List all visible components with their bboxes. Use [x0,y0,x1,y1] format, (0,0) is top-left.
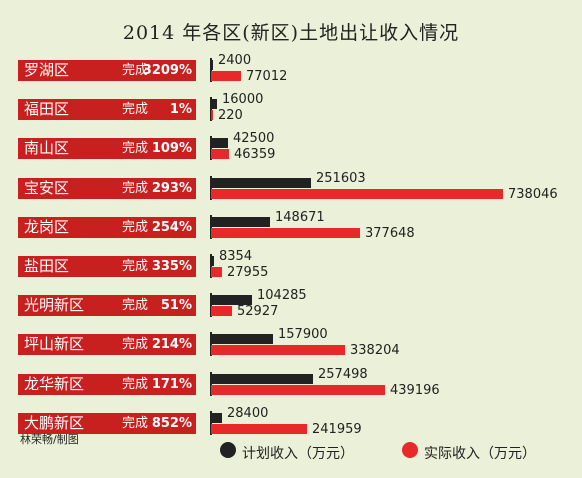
plan-bar [211,256,214,266]
category-label-bar: 宝安区 完成 293% [18,178,196,199]
axis-line [210,215,212,239]
actual-value-label: 338204 [350,343,400,358]
axis-line [210,293,212,317]
completion-percent: 293% [151,181,192,196]
region-name: 南山区 [24,139,70,157]
actual-value-label: 377648 [365,226,415,241]
plan-bar [211,217,270,227]
category-label-bar: 龙岗区 完成 254% [18,217,196,238]
completion-label: 完成 [122,298,149,313]
axis-line [210,332,212,356]
completion-percent: 254% [151,220,192,235]
completion-percent: 1% [169,102,192,117]
plan-value-label: 251603 [316,171,366,186]
actual-bar [211,385,385,395]
completion-label: 完成 [122,102,149,117]
completion-label: 完成 [122,337,149,352]
completion-label: 完成 [122,259,149,274]
region-name: 龙华新区 [24,375,85,393]
actual-bar [211,110,213,120]
completion-percent: 51% [160,298,192,313]
actual-value-label: 52927 [237,304,279,319]
category-label-bar: 光明新区 完成 51% [18,295,196,316]
completion-percent: 171% [151,377,192,392]
actual-bar [211,228,360,238]
plan-bar [211,374,313,384]
axis-line [210,411,212,435]
axis-line [210,372,212,396]
completion-percent: 214% [151,337,192,352]
region-name: 大鹏新区 [24,414,85,432]
actual-bar [211,71,241,81]
plan-value-label: 42500 [233,131,275,146]
plan-bar [211,413,222,423]
actual-value-label: 77012 [246,69,288,84]
legend-plan-label: 计划收入（万元） [242,446,354,462]
plan-bar [211,178,311,188]
category-label-bar: 坪山新区 完成 214% [18,334,196,355]
legend-actual-label: 实际收入（万元） [424,446,536,462]
plan-bar [211,295,252,305]
plan-value-label: 16000 [222,92,264,107]
completion-percent: 852% [151,416,192,431]
actual-value-label: 439196 [390,383,440,398]
actual-bar [211,306,232,316]
plan-value-label: 148671 [275,210,325,225]
category-label-bar: 盐田区 完成 335% [18,256,196,277]
axis-line [210,58,212,82]
region-name: 罗湖区 [24,61,70,79]
completion-label: 完成 [122,181,149,196]
actual-value-label: 46359 [234,147,276,162]
actual-value-label: 738046 [508,187,558,202]
completion-label: 完成 [122,220,149,235]
plan-value-label: 157900 [278,327,328,342]
actual-bar [211,189,503,199]
axis-line [210,176,212,200]
plan-bar [211,334,273,344]
completion-percent: 109% [151,141,192,156]
plan-value-label: 257498 [318,367,368,382]
axis-line [210,254,212,278]
plan-bar [211,138,228,148]
completion-percent: 335% [151,259,192,274]
region-name: 盐田区 [24,257,70,275]
completion-label: 完成 [122,416,149,431]
plan-value-label: 2400 [218,53,252,68]
category-label-bar: 龙华新区 完成 171% [18,374,196,395]
axis-line [210,136,212,160]
completion-percent: 3209% [142,63,192,78]
plan-value-label: 8354 [219,249,253,264]
category-label-bar: 南山区 完成 109% [18,138,196,159]
plan-value-label: 28400 [227,406,269,421]
actual-bar [211,424,307,434]
plan-value-label: 104285 [257,288,307,303]
chart-title: 2014 年各区(新区)土地出让收入情况 [122,22,460,44]
actual-bar [211,149,229,159]
completion-label: 完成 [122,63,149,78]
actual-bar [211,267,222,277]
category-label-bar: 罗湖区 完成 3209% [18,60,196,81]
axis-line [210,97,212,121]
plan-bar [211,60,213,70]
region-name: 光明新区 [24,296,85,314]
region-name: 福田区 [24,100,70,118]
actual-value-label: 220 [218,108,243,123]
category-label-bar: 福田区 完成 1% [18,99,196,120]
credit-text: 林荣畅/制图 [20,433,79,446]
plan-bar [211,99,217,109]
region-name: 坪山新区 [24,335,85,353]
actual-value-label: 27955 [227,265,269,280]
category-label-bar: 大鹏新区 完成 852% [18,413,196,434]
legend-plan-marker [220,442,236,458]
completion-label: 完成 [122,377,149,392]
region-name: 宝安区 [24,179,70,197]
actual-value-label: 241959 [312,422,362,437]
region-name: 龙岗区 [24,218,70,236]
legend-actual-marker [402,442,418,458]
completion-label: 完成 [122,141,149,156]
actual-bar [211,345,345,355]
